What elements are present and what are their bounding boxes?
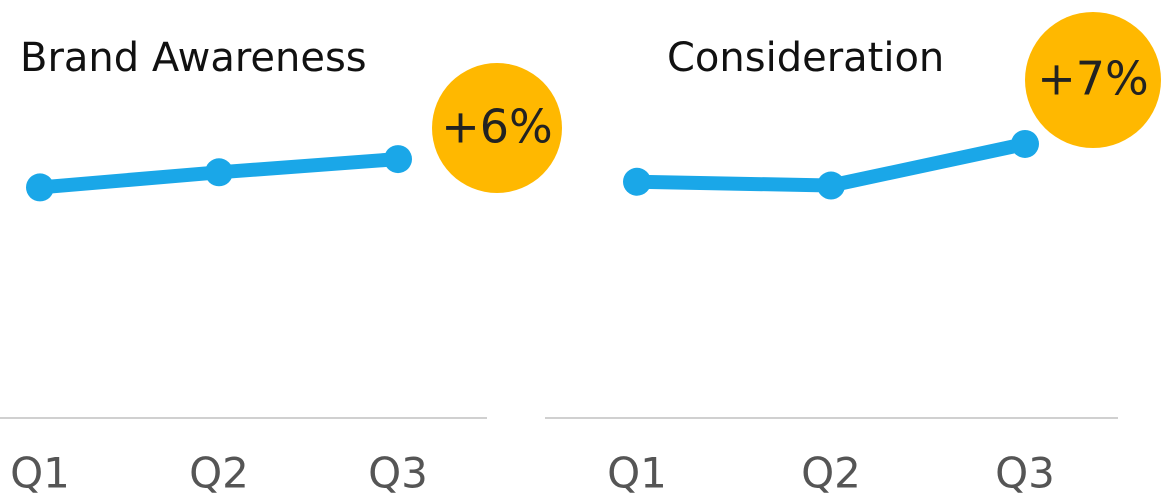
point <box>623 167 651 196</box>
badge <box>432 63 562 193</box>
x-tick-label: Q1 <box>607 449 667 496</box>
badge-label: +6% <box>441 100 553 154</box>
x-tick-label: Q3 <box>995 449 1055 496</box>
point <box>205 158 233 187</box>
x-tick-label: Q1 <box>10 449 70 496</box>
x-tick-label: Q2 <box>189 449 249 496</box>
point <box>1011 129 1039 158</box>
point <box>26 173 54 202</box>
chart-title: Brand Awareness <box>20 35 367 81</box>
x-tick-label: Q3 <box>368 449 428 496</box>
chart-title: Consideration <box>667 35 944 81</box>
point <box>384 145 412 174</box>
point <box>817 171 845 200</box>
badge <box>1025 12 1161 148</box>
x-tick-label: Q2 <box>801 449 861 496</box>
badge-label: +7% <box>1037 52 1149 106</box>
